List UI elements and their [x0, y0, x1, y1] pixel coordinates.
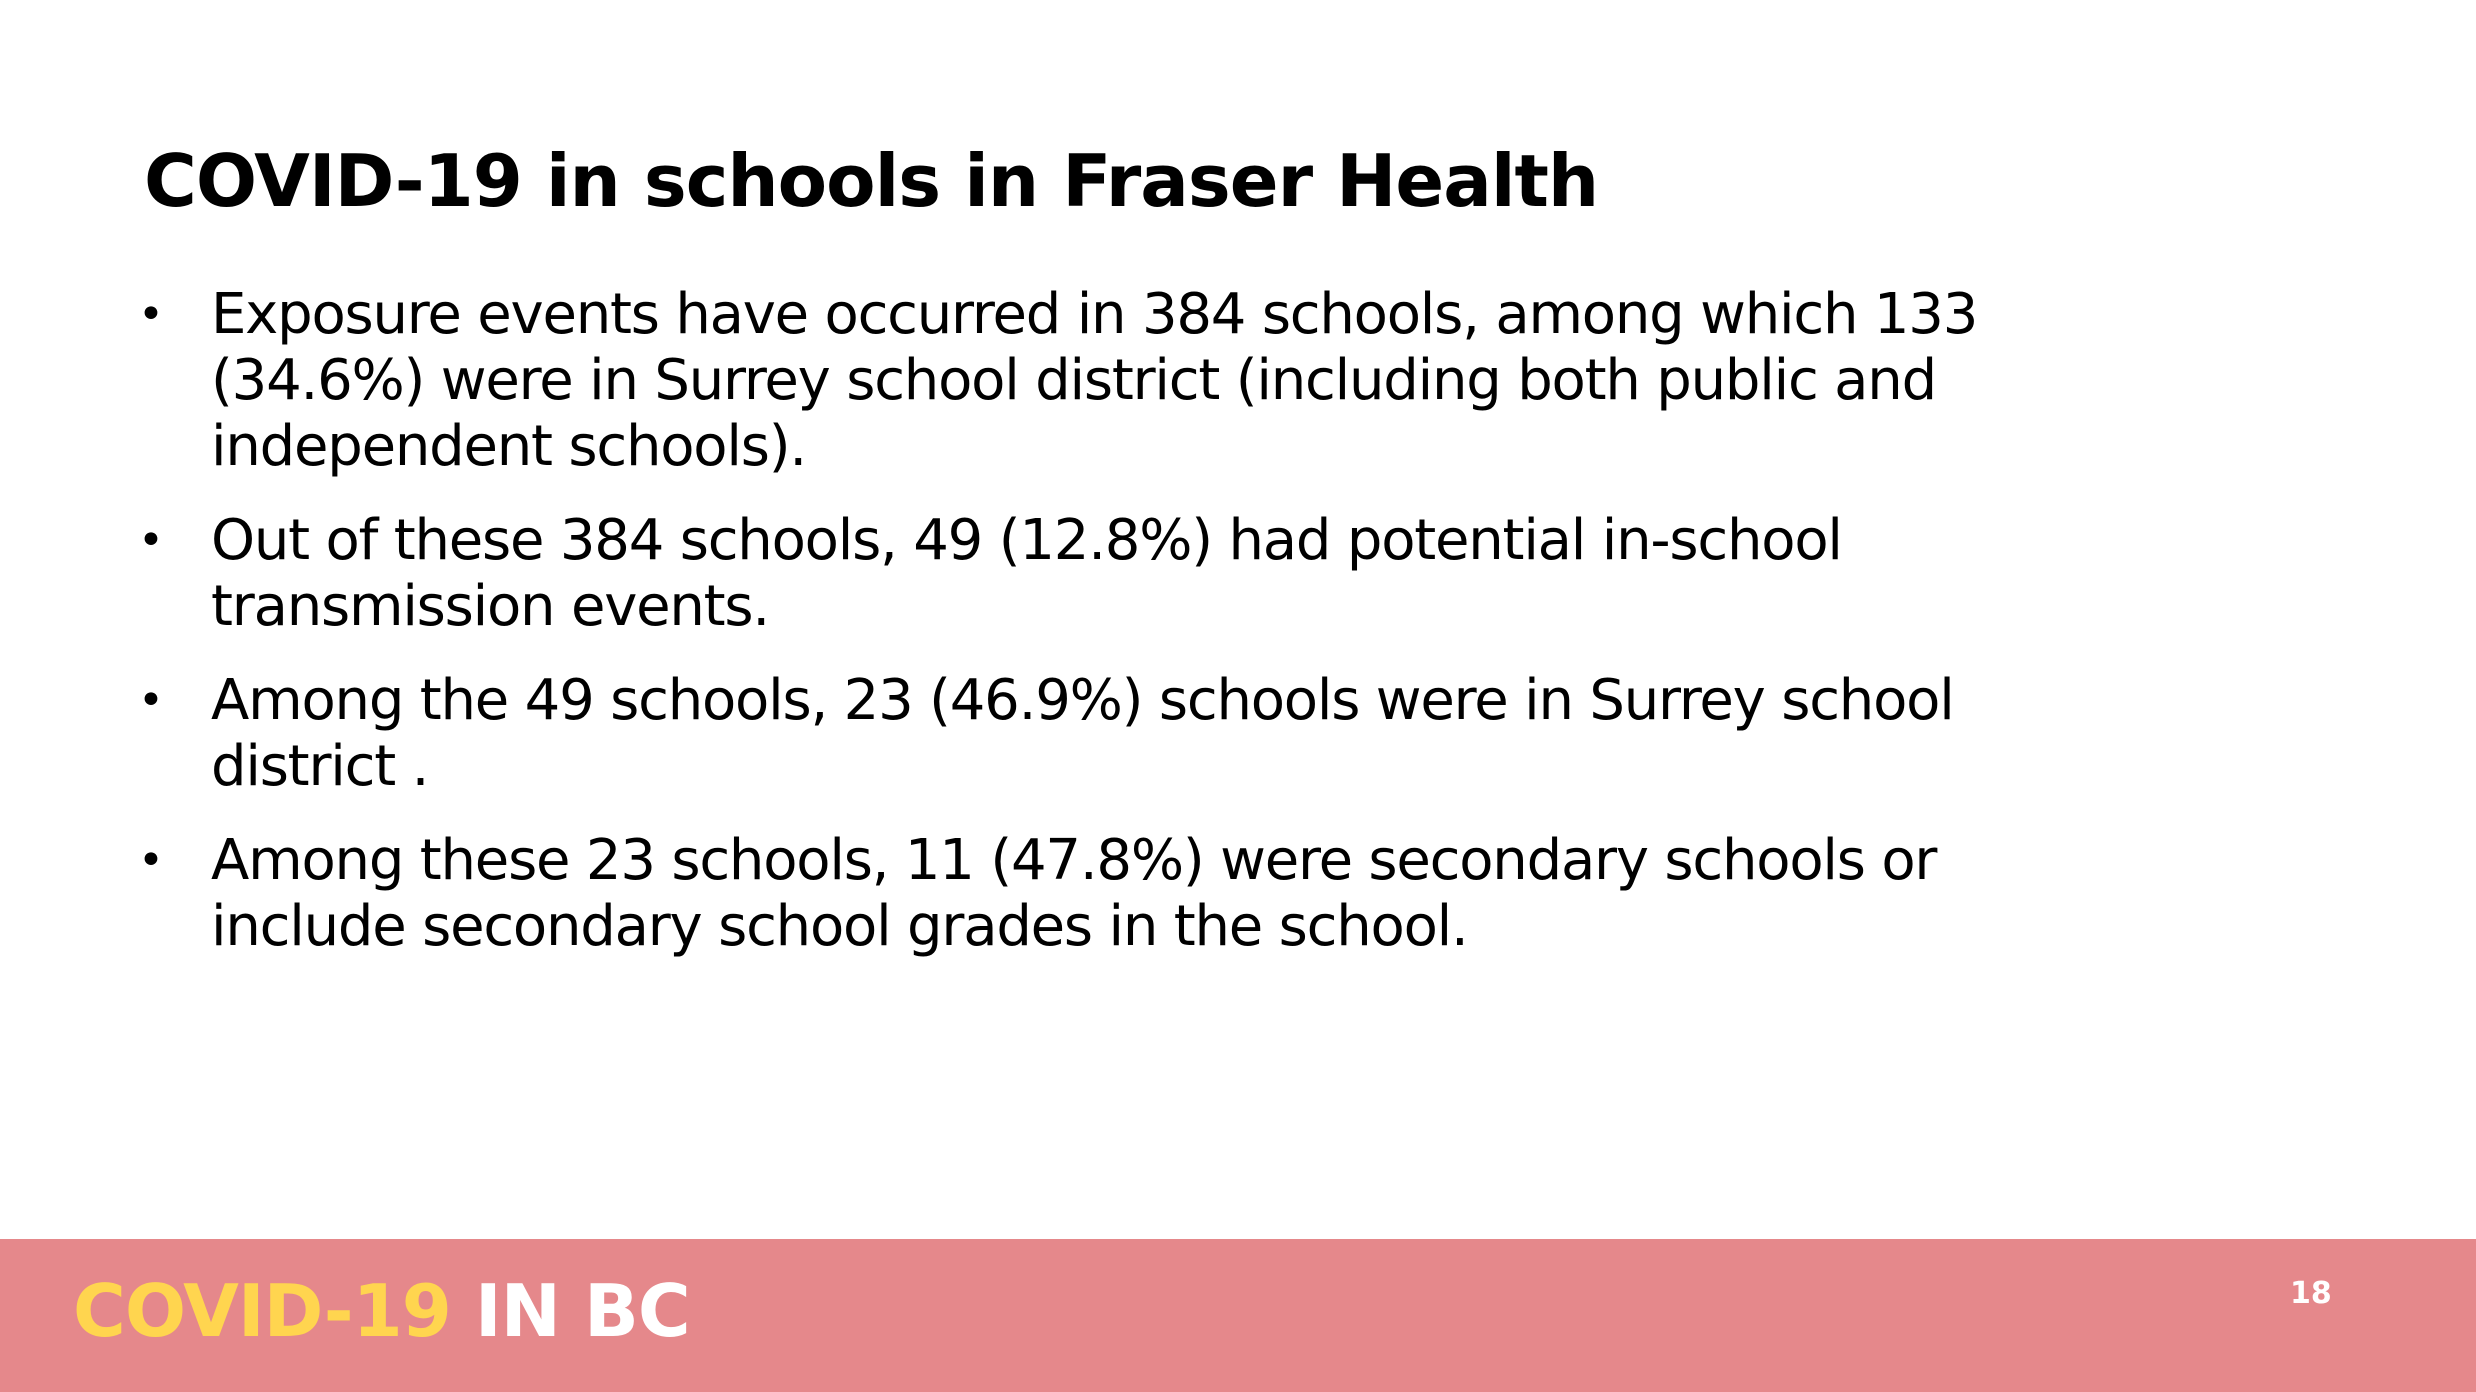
- bullet-item: • Among these 23 schools, 11 (47.8%) wer…: [130, 828, 2130, 960]
- bullet-dot-icon: •: [138, 515, 164, 566]
- footer-bar: [0, 1239, 2476, 1392]
- slide-title: COVID-19 in schools in Fraser Health: [144, 139, 1599, 223]
- bullet-dot-icon: •: [138, 289, 164, 340]
- covid-in-bc-logo: COVID-19 IN BC: [73, 1268, 691, 1354]
- bullet-item: • Exposure events have occurred in 384 s…: [130, 282, 2130, 480]
- bullet-text: Among these 23 schools, 11 (47.8%) were …: [211, 828, 1937, 959]
- logo-inbc-text: IN BC: [474, 1269, 691, 1353]
- bullet-list: • Exposure events have occurred in 384 s…: [130, 282, 2130, 988]
- page-number: 18: [2290, 1276, 2332, 1311]
- bullet-text: Among the 49 schools, 23 (46.9%) schools…: [211, 668, 1955, 799]
- bullet-item: • Out of these 384 schools, 49 (12.8%) h…: [130, 508, 2130, 640]
- bullet-dot-icon: •: [138, 675, 164, 726]
- logo-covid-text: COVID-19: [73, 1269, 452, 1353]
- bullet-text: Exposure events have occurred in 384 sch…: [211, 282, 1978, 479]
- bullet-dot-icon: •: [138, 835, 164, 886]
- bullet-item: • Among the 49 schools, 23 (46.9%) schoo…: [130, 668, 2130, 800]
- bullet-text: Out of these 384 schools, 49 (12.8%) had…: [211, 508, 1843, 639]
